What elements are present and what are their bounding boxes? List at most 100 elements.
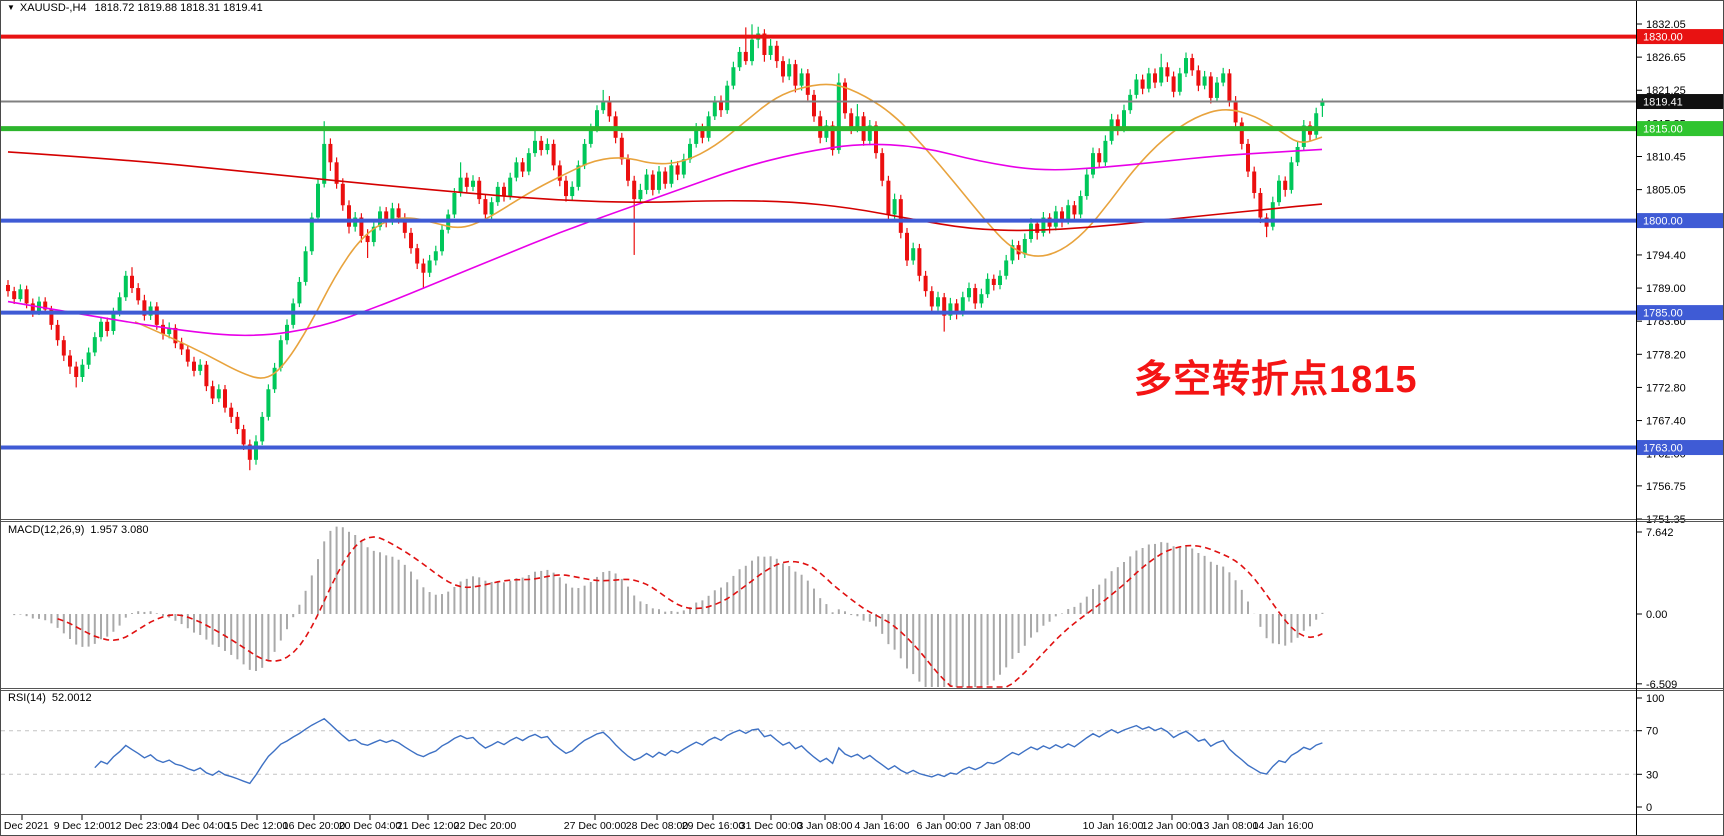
price-tick-label: 1767.40: [1646, 416, 1686, 428]
price-badge: [1637, 29, 1723, 45]
annotation-text[interactable]: 多空转折点1815: [1134, 359, 1418, 401]
candle: [477, 180, 482, 200]
candle: [1035, 223, 1040, 233]
candle: [1215, 82, 1219, 98]
time-tick-label: 14 Dec 04:00: [167, 820, 230, 832]
macd-name: MACD(12,26,9): [8, 524, 85, 536]
price-axis[interactable]: 1832.051826.651821.251815.851810.451805.…: [1636, 0, 1724, 836]
time-tick-label: 10 Jan 16:00: [1083, 820, 1144, 832]
time-tick-label: 21 Dec 12:00: [397, 820, 460, 832]
candle: [824, 125, 829, 138]
candle: [365, 235, 370, 243]
candle: [1122, 110, 1126, 129]
candle: [18, 289, 23, 300]
candle: [402, 217, 407, 233]
time-tick-label: 12 Jan 00:00: [1142, 820, 1203, 832]
candle: [136, 288, 141, 301]
price-badge: [1637, 121, 1723, 137]
candle: [247, 444, 252, 460]
candle: [750, 39, 754, 62]
candle: [998, 275, 1002, 285]
candle: [347, 205, 351, 227]
candle: [260, 416, 265, 442]
candle: [836, 82, 841, 151]
candle: [396, 208, 401, 218]
candle: [1270, 202, 1275, 227]
candle: [619, 137, 624, 160]
candle: [223, 389, 227, 408]
candle: [985, 278, 990, 295]
candle: [911, 248, 916, 261]
candle: [371, 226, 376, 243]
candle: [123, 275, 128, 298]
time-tick-label: 29 Dec 16:00: [682, 820, 745, 832]
candle: [92, 337, 97, 353]
candle: [1084, 174, 1089, 197]
candle: [241, 429, 246, 445]
price-tick-label: 1778.20: [1646, 349, 1686, 361]
chart-title: ▼ XAUUSD-,H4 1818.72 1819.88 1818.31 1819.…: [7, 2, 263, 14]
candle: [632, 180, 637, 200]
candle: [787, 64, 792, 77]
symbol-dropdown-icon[interactable]: ▼: [7, 3, 15, 12]
candle: [644, 174, 649, 190]
candle: [675, 165, 680, 175]
candle: [551, 143, 556, 166]
candle: [1171, 76, 1176, 92]
candle: [1277, 180, 1281, 203]
candle: [99, 321, 103, 338]
candle: [731, 67, 736, 86]
macd-signal-line: [57, 536, 1323, 688]
candle: [409, 232, 413, 249]
rsi-indicator-label: RSI(14) 52.0012: [8, 692, 92, 704]
candle: [539, 140, 544, 151]
candle: [650, 174, 655, 190]
candle: [254, 441, 258, 460]
candle: [533, 140, 537, 154]
candle: [68, 355, 72, 367]
candle: [1295, 146, 1300, 163]
candle: [297, 281, 302, 304]
candle: [1301, 125, 1306, 147]
price-tick-label: 1772.80: [1646, 382, 1686, 394]
price-tick-label: 1794.40: [1646, 250, 1686, 262]
time-tick-label: 22 Dec 20:00: [454, 820, 517, 832]
candle: [1078, 196, 1083, 215]
candle: [1177, 73, 1182, 92]
candlesticks: [6, 24, 1325, 471]
candle: [762, 33, 767, 55]
candle: [1202, 76, 1207, 86]
candle: [1022, 238, 1027, 255]
candle: [1184, 58, 1188, 74]
price-tick-label: 1805.05: [1646, 185, 1686, 197]
candle: [1140, 79, 1145, 89]
time-tick-label: 8 Dec 2021: [0, 820, 49, 832]
candle: [960, 297, 965, 313]
candle: [1066, 205, 1071, 221]
candle: [458, 177, 463, 193]
candle: [793, 64, 798, 86]
candle: [1165, 67, 1170, 77]
candle: [272, 367, 277, 390]
candle: [967, 288, 971, 298]
candle: [49, 309, 54, 325]
candle: [743, 51, 748, 62]
candle: [1041, 217, 1046, 233]
price-tick-label: 1789.00: [1646, 283, 1686, 295]
price-badge: [1637, 440, 1723, 456]
candle: [12, 291, 17, 300]
candle: [74, 366, 79, 378]
candle: [1320, 101, 1325, 106]
candle: [1289, 162, 1294, 190]
candle: [167, 327, 172, 335]
candle: [216, 389, 221, 399]
candle: [427, 260, 432, 273]
candle: [173, 327, 178, 344]
candle: [601, 100, 606, 111]
candle: [948, 303, 953, 316]
time-tick-label: 7 Jan 08:00: [976, 820, 1031, 832]
candle: [737, 51, 742, 68]
candle: [86, 352, 91, 365]
